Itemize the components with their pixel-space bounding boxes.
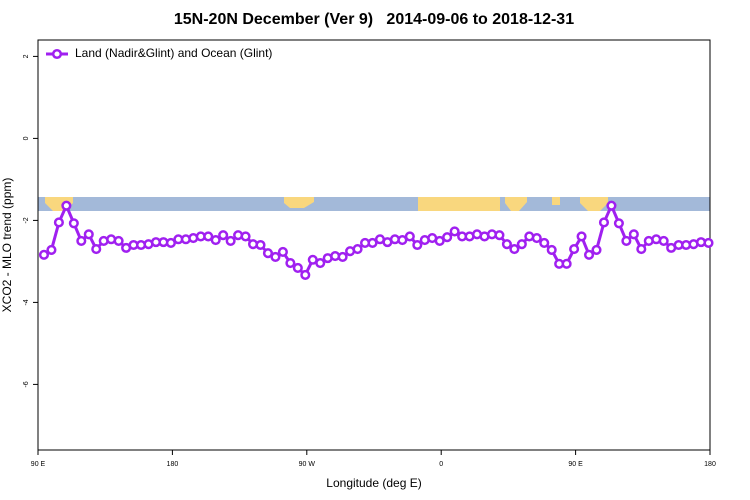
x-tick-label: 90 E <box>31 461 46 468</box>
legend-marker <box>51 48 63 60</box>
data-point <box>613 218 624 229</box>
data-point <box>352 244 363 255</box>
data-point <box>449 226 460 237</box>
ocean-band <box>38 197 710 211</box>
data-point <box>68 218 79 229</box>
data-point <box>561 258 572 269</box>
chart-title: 15N-20N December (Ver 9) 2014-09-06 to 2… <box>174 11 574 28</box>
x-tick-label: 0 <box>439 461 443 468</box>
data-point <box>300 269 311 280</box>
data-point <box>270 251 281 262</box>
y-tick-label: -4 <box>23 299 30 305</box>
y-tick-label: -6 <box>23 381 30 387</box>
x-axis-label: Longitude (deg E) <box>326 476 421 490</box>
y-tick-label: -2 <box>23 217 30 223</box>
data-point <box>576 231 587 242</box>
data-point <box>636 244 647 255</box>
x-tick-label: 90 E <box>568 461 583 468</box>
x-tick-label: 90 W <box>299 461 316 468</box>
data-point <box>531 232 542 244</box>
data-point <box>367 237 378 248</box>
data-point <box>203 231 214 242</box>
data-point <box>397 235 408 246</box>
data-point <box>210 235 221 246</box>
data-point <box>91 244 102 255</box>
data-point <box>292 262 303 274</box>
map-strip <box>38 197 710 211</box>
data-point <box>337 251 348 262</box>
data-point <box>38 249 50 260</box>
x-tick-label: 180 <box>704 461 716 468</box>
y-tick-label: 0 <box>23 136 30 140</box>
land <box>580 197 608 211</box>
data-point <box>434 235 445 246</box>
data-point <box>218 230 229 241</box>
data-point <box>53 217 64 228</box>
data-point <box>46 244 57 255</box>
data-point <box>606 200 617 211</box>
data-point <box>628 229 639 240</box>
data-point <box>658 235 669 246</box>
data-point <box>285 257 296 269</box>
data-point <box>225 235 236 246</box>
data-point <box>83 229 94 240</box>
data-point <box>509 244 520 255</box>
data-point <box>569 244 580 255</box>
data-point <box>262 248 274 259</box>
land <box>552 197 560 205</box>
data-point <box>442 232 453 243</box>
land <box>418 197 500 211</box>
data-point <box>546 244 557 255</box>
data-point <box>315 257 326 269</box>
data-point <box>501 239 512 250</box>
data-point <box>703 237 714 248</box>
data-point <box>516 239 527 250</box>
data-point <box>583 249 595 260</box>
data-point <box>591 244 602 255</box>
land <box>284 197 314 208</box>
data-point <box>412 239 423 251</box>
y-axis-label: XCO2 - MLO trend (ppm) <box>0 178 14 313</box>
data-point <box>113 235 124 246</box>
y-tick-label: 2 <box>23 54 30 58</box>
data-point <box>240 231 251 242</box>
data-point <box>277 246 288 258</box>
data-point <box>621 235 632 246</box>
data-point <box>404 231 415 242</box>
x-tick-label: 180 <box>167 461 179 468</box>
data-point <box>494 230 505 241</box>
data-point <box>539 237 550 248</box>
data-point <box>598 217 610 228</box>
data-point <box>61 200 72 211</box>
land <box>505 197 527 211</box>
data-point <box>255 239 266 251</box>
data-point <box>165 237 176 248</box>
legend-label: Land (Nadir&Glint) and Ocean (Glint) <box>75 46 272 60</box>
data-point <box>76 235 87 246</box>
